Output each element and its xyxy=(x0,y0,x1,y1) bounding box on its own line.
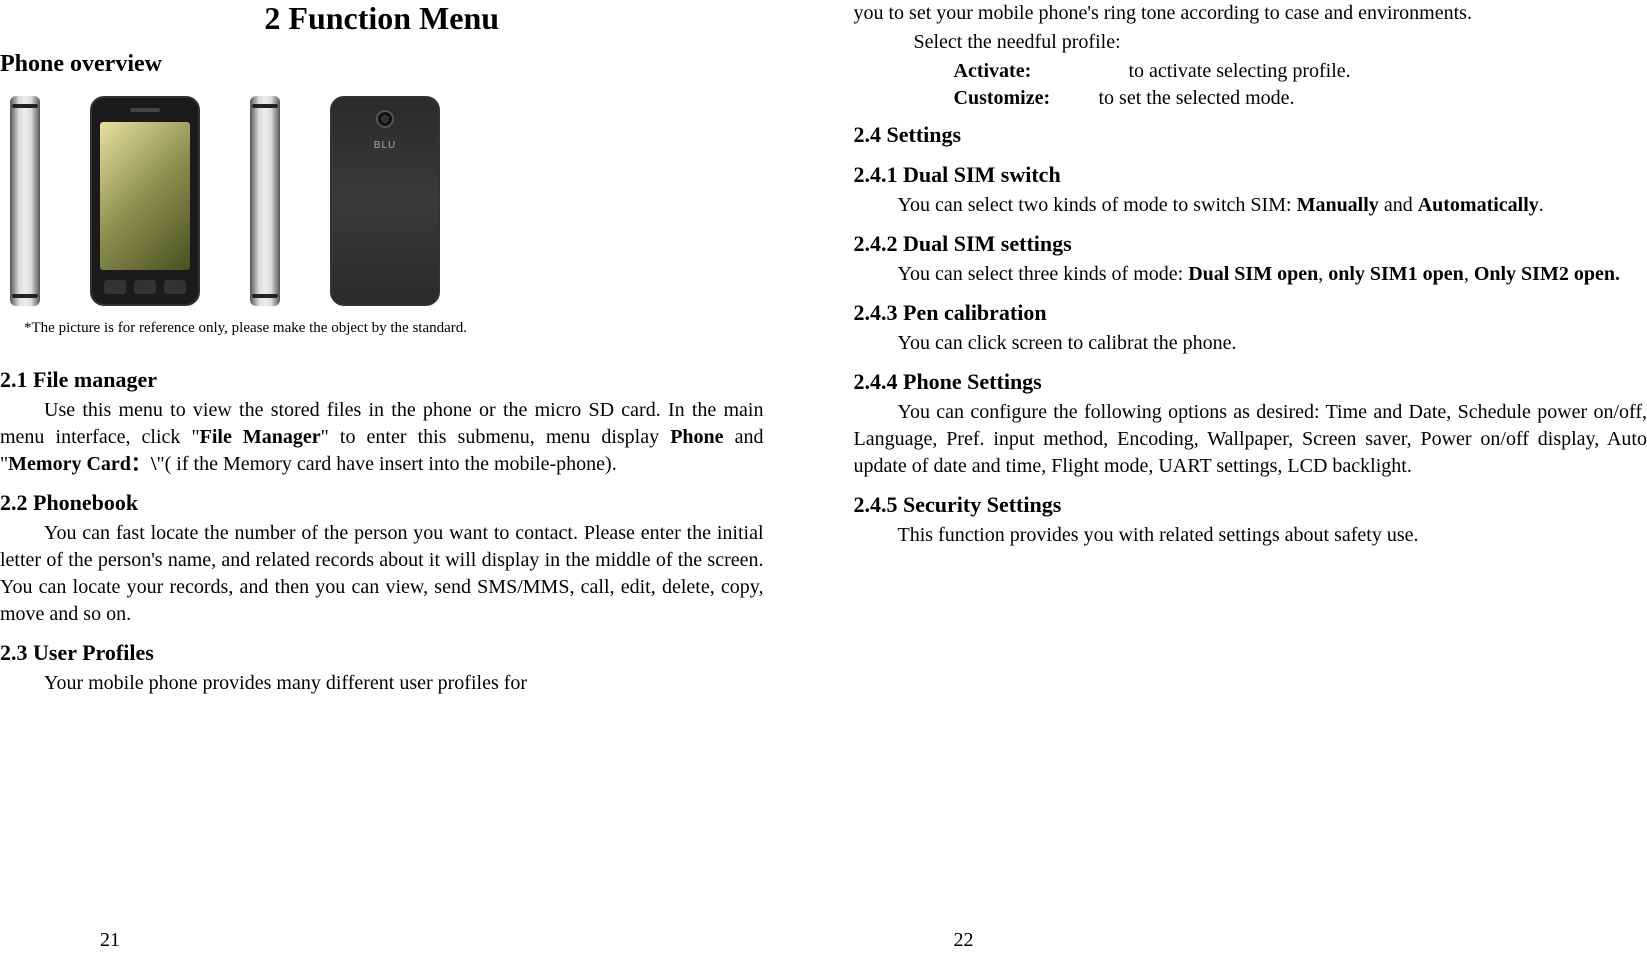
activate-row: Activate: to activate selecting profile. xyxy=(854,58,1647,85)
continuation-text: you to set your mobile phone's ring tone… xyxy=(854,0,1647,27)
phone-side-right-icon xyxy=(250,96,280,306)
customize-row: Customize: to set the selected mode. xyxy=(854,85,1647,112)
section-2-4-1-body: You can select two kinds of mode to swit… xyxy=(854,192,1647,219)
section-2-4-3-body: You can click screen to calibrat the pho… xyxy=(854,330,1647,357)
section-2-4-2-heading: 2.4.2 Dual SIM settings xyxy=(854,231,1647,257)
section-2-4-5-body: This function provides you with related … xyxy=(854,522,1647,549)
section-2-4-4-body: You can configure the following options … xyxy=(854,399,1647,480)
section-2-4-5-heading: 2.4.5 Security Settings xyxy=(854,492,1647,518)
customize-label: Customize: xyxy=(954,85,1094,112)
phone-back-icon: BLU xyxy=(330,96,440,306)
image-caption: *The picture is for reference only, plea… xyxy=(0,320,764,337)
page-number-right: 22 xyxy=(854,909,1647,952)
section-2-4-2-body: You can select three kinds of mode: Dual… xyxy=(854,261,1647,288)
phone-front-icon xyxy=(90,96,200,306)
section-2-2-heading: 2.2 Phonebook xyxy=(0,490,764,516)
section-2-1-body: Use this menu to view the stored files i… xyxy=(0,397,764,478)
activate-label: Activate: xyxy=(954,58,1094,85)
section-2-3-heading: 2.3 User Profiles xyxy=(0,640,764,666)
section-2-1-heading: 2.1 File manager xyxy=(0,367,764,393)
customize-text: to set the selected mode. xyxy=(1099,87,1295,109)
page-number-left: 21 xyxy=(0,909,764,952)
section-2-4-heading: 2.4 Settings xyxy=(854,122,1647,148)
section-2-2-body: You can fast locate the number of the pe… xyxy=(0,520,764,628)
phone-images: BLU xyxy=(0,92,764,310)
chapter-title: 2 Function Menu xyxy=(0,0,764,37)
section-2-4-1-heading: 2.4.1 Dual SIM switch xyxy=(854,162,1647,188)
overview-heading: Phone overview xyxy=(0,51,764,78)
select-needful: Select the needful profile: xyxy=(854,29,1647,56)
page-left: 2 Function Menu Phone overview BLU *The … xyxy=(0,0,824,972)
page-right: you to set your mobile phone's ring tone… xyxy=(824,0,1647,972)
phone-side-left-icon xyxy=(10,96,40,306)
section-2-3-body: Your mobile phone provides many differen… xyxy=(0,670,764,697)
activate-text: to activate selecting profile. xyxy=(1099,60,1351,82)
section-2-4-4-heading: 2.4.4 Phone Settings xyxy=(854,369,1647,395)
section-2-4-3-heading: 2.4.3 Pen calibration xyxy=(854,300,1647,326)
